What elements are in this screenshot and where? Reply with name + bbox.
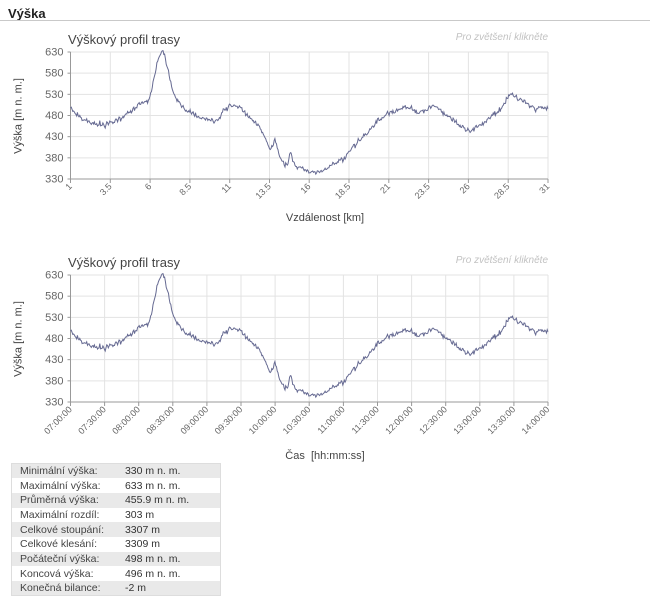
svg-text:12:30:00: 12:30:00 (417, 404, 449, 436)
svg-text:580: 580 (45, 291, 63, 303)
svg-text:3.5: 3.5 (98, 181, 114, 197)
svg-text:13.5: 13.5 (253, 181, 272, 200)
svg-text:16: 16 (298, 181, 312, 195)
svg-text:430: 430 (45, 354, 63, 366)
svg-text:380: 380 (45, 152, 63, 164)
svg-text:28.5: 28.5 (492, 181, 511, 200)
svg-text:11: 11 (219, 181, 233, 195)
svg-text:11:00:00: 11:00:00 (315, 404, 346, 435)
svg-text:21: 21 (378, 181, 392, 195)
svg-text:8.5: 8.5 (177, 181, 193, 197)
svg-text:08:00:00: 08:00:00 (110, 404, 142, 436)
svg-text:480: 480 (45, 110, 63, 122)
svg-text:18.5: 18.5 (333, 181, 352, 200)
svg-text:580: 580 (45, 68, 63, 80)
svg-text:11:30:00: 11:30:00 (350, 404, 381, 435)
svg-text:6: 6 (143, 181, 154, 192)
svg-text:630: 630 (45, 47, 63, 59)
svg-text:31: 31 (537, 181, 551, 195)
svg-text:09:00:00: 09:00:00 (178, 404, 210, 436)
svg-text:23.5: 23.5 (413, 181, 432, 200)
svg-text:530: 530 (45, 312, 63, 324)
svg-text:13:30:00: 13:30:00 (485, 404, 517, 436)
svg-text:480: 480 (45, 333, 63, 345)
svg-text:530: 530 (45, 89, 63, 101)
svg-text:10:00:00: 10:00:00 (247, 404, 279, 436)
svg-text:330: 330 (45, 174, 63, 186)
svg-text:07:30:00: 07:30:00 (76, 404, 108, 436)
svg-text:07:00:00: 07:00:00 (42, 404, 74, 436)
svg-text:26: 26 (458, 181, 472, 195)
svg-text:10:30:00: 10:30:00 (281, 404, 313, 436)
svg-text:14:00:00: 14:00:00 (520, 404, 552, 436)
svg-text:630: 630 (45, 270, 63, 282)
svg-text:09:30:00: 09:30:00 (213, 404, 245, 436)
svg-text:13:00:00: 13:00:00 (451, 404, 483, 436)
svg-text:12:00:00: 12:00:00 (383, 404, 415, 436)
svg-text:330: 330 (45, 397, 63, 409)
svg-text:430: 430 (45, 131, 63, 143)
svg-text:380: 380 (45, 375, 63, 387)
svg-text:08:30:00: 08:30:00 (144, 404, 176, 436)
svg-text:1: 1 (63, 181, 74, 192)
